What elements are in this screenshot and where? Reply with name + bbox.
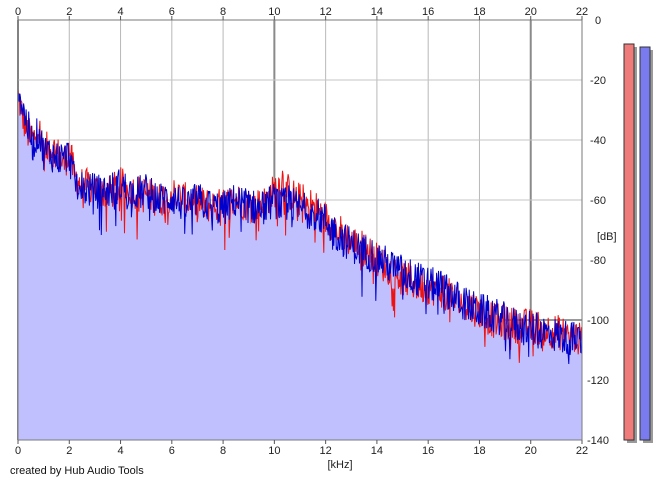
spectrum-series	[17, 89, 583, 441]
y-tick-label-3: -60	[590, 195, 606, 207]
spectrum-fill-area	[18, 89, 582, 441]
x-tick-label-top-2: 4	[117, 6, 123, 18]
x-tick-label-top-6: 12	[320, 6, 332, 18]
x-tick-label-bottom-4: 8	[220, 445, 226, 457]
x-tick-label-bottom-9: 18	[473, 445, 485, 457]
x-axis-bottom-ticks: 0 2 4 6 8 10 12 14 16 18 20 22	[15, 440, 588, 457]
x-tick-label-bottom-1: 2	[66, 445, 72, 457]
y-axis-ticks: 0 -20 -40 -60 -80 -100 -120 -140	[587, 15, 609, 447]
y-tick-label-2: -40	[590, 135, 606, 147]
x-tick-label-top-10: 20	[525, 6, 537, 18]
x-tick-label-top-5: 10	[268, 6, 280, 18]
y-tick-label-0: 0	[595, 15, 601, 27]
x-tick-label-bottom-3: 6	[169, 445, 175, 457]
x-axis-top-ticks: 0 2 4 6 8 10 12 14 16 18 20 22	[15, 6, 588, 20]
credit-text: created by Hub Audio Tools	[10, 465, 144, 477]
x-tick-label-top-8: 16	[422, 6, 434, 18]
x-tick-label-bottom-8: 16	[422, 445, 434, 457]
x-tick-label-top-4: 8	[220, 6, 226, 18]
plot-frame	[17, 19, 583, 441]
x-tick-label-bottom-5: 10	[268, 445, 280, 457]
level-meter-bar-0	[623, 43, 635, 441]
x-axis-label: [kHz]	[327, 459, 352, 471]
y-tick-label-1: -20	[590, 75, 606, 87]
x-tick-label-top-7: 14	[371, 6, 383, 18]
y-tick-label-5: -100	[587, 315, 609, 327]
y-tick-label-6: -120	[587, 375, 609, 387]
level-meters	[623, 43, 653, 443]
y-axis-label: [dB]	[597, 231, 617, 243]
x-tick-label-bottom-10: 20	[525, 445, 537, 457]
x-tick-label-top-3: 6	[169, 6, 175, 18]
x-tick-label-bottom-6: 12	[320, 445, 332, 457]
x-tick-label-bottom-7: 14	[371, 445, 383, 457]
x-tick-label-top-11: 22	[576, 6, 588, 18]
x-tick-label-bottom-0: 0	[15, 445, 21, 457]
level-meter-bar-1	[639, 46, 651, 441]
y-tick-label-4: -80	[590, 255, 606, 267]
y-tick-label-7: -140	[587, 435, 609, 447]
x-tick-label-bottom-11: 22	[576, 445, 588, 457]
x-tick-label-top-0: 0	[15, 6, 21, 18]
x-tick-label-top-9: 18	[473, 6, 485, 18]
series-line-blue	[17, 93, 583, 365]
x-tick-label-top-1: 2	[66, 6, 72, 18]
x-tick-label-bottom-2: 4	[117, 445, 123, 457]
